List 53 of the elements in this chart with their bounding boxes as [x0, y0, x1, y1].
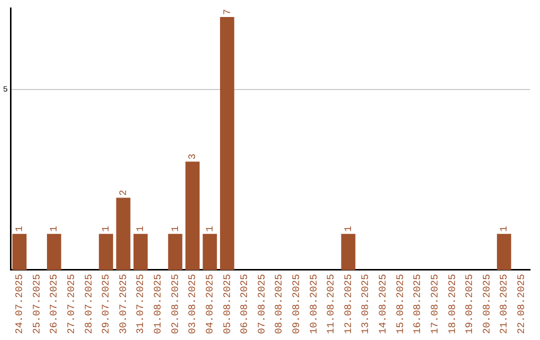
x-tick-label: 30.07.2025: [118, 274, 130, 334]
x-tick-label: 27.07.2025: [67, 274, 78, 334]
data-label: 2: [118, 190, 130, 196]
bar: [116, 198, 130, 270]
bar: [134, 234, 148, 270]
bar: [12, 234, 27, 270]
x-tick-label: 16.08.2025: [413, 274, 424, 334]
x-tick-label: 01.08.2025: [154, 274, 165, 334]
x-tick-label: 12.08.2025: [344, 274, 355, 334]
y-tick-label: 5: [2, 85, 8, 94]
bar: [220, 17, 234, 270]
x-tick-label: 29.07.2025: [102, 274, 113, 334]
x-tick-label: 20.08.2025: [482, 274, 494, 334]
data-label: 1: [170, 226, 182, 232]
data-label: 1: [15, 226, 26, 232]
x-tick-label: 18.08.2025: [448, 274, 459, 334]
data-label: 1: [50, 226, 61, 232]
x-tick-label: 08.08.2025: [274, 274, 286, 334]
data-label: 1: [344, 226, 355, 232]
x-tick-label: 28.07.2025: [84, 274, 96, 334]
bar: [46, 234, 62, 270]
bar: [496, 234, 512, 270]
data-label: 1: [102, 226, 113, 232]
x-tick-label: 25.07.2025: [32, 274, 44, 334]
x-tick-label: 07.08.2025: [257, 274, 268, 334]
x-tick-label: 05.08.2025: [222, 274, 234, 334]
x-tick-label: 19.08.2025: [465, 274, 476, 334]
x-tick-label: 21.08.2025: [500, 274, 511, 334]
bar: [185, 162, 200, 270]
x-tick-label: 09.08.2025: [292, 274, 303, 334]
x-tick-label: 10.08.2025: [309, 274, 320, 334]
data-label: 3: [188, 154, 200, 160]
x-tick-label: 02.08.2025: [170, 274, 182, 334]
bar: [98, 234, 114, 270]
x-tick-label: 14.08.2025: [378, 274, 390, 334]
x-tick-label: 04.08.2025: [205, 274, 216, 334]
x-tick-label: 06.08.2025: [240, 274, 252, 334]
x-tick-label: 13.08.2025: [361, 274, 372, 334]
data-label: 1: [500, 226, 511, 232]
bar: [202, 234, 217, 270]
x-tick-label: 17.08.2025: [430, 274, 442, 334]
x-tick-label: 31.07.2025: [136, 274, 148, 334]
bar: [341, 234, 356, 270]
data-label: 1: [136, 226, 148, 232]
data-label: 1: [205, 226, 216, 232]
x-tick-label: 22.08.2025: [516, 274, 528, 334]
data-label: 7: [222, 9, 234, 16]
bar: [168, 234, 182, 270]
x-tick-label: 15.08.2025: [396, 274, 407, 334]
x-tick-label: 26.07.2025: [50, 274, 61, 334]
x-tick-label: 03.08.2025: [188, 274, 200, 334]
x-tick-label: 11.08.2025: [326, 274, 338, 334]
x-tick-label: 24.07.2025: [15, 274, 26, 334]
